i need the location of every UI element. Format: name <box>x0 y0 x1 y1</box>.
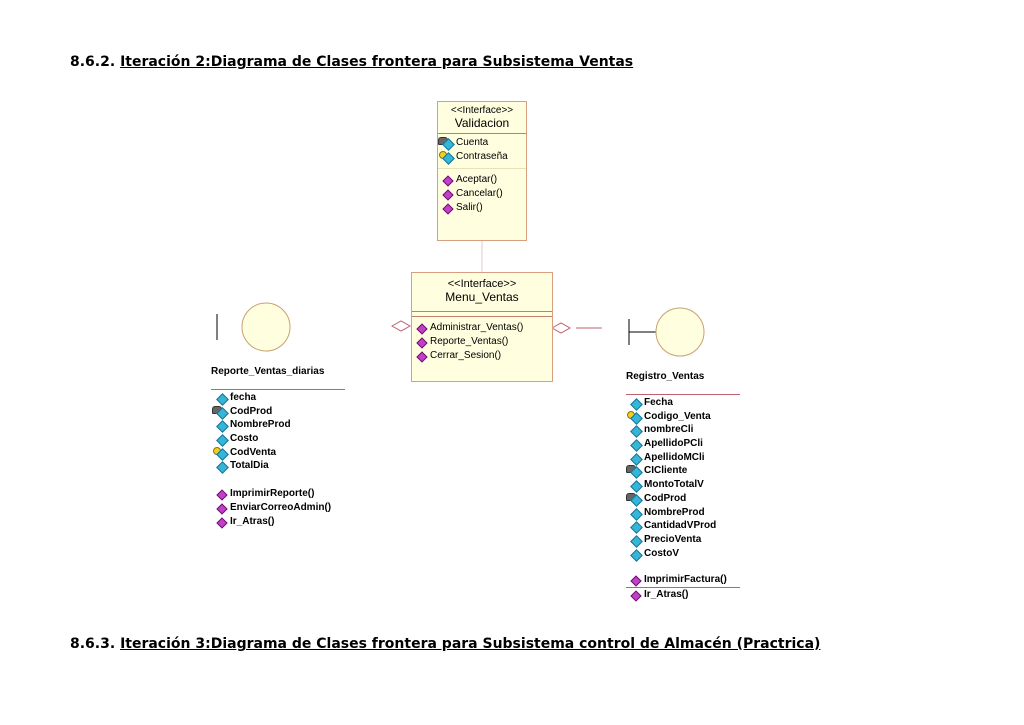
reporte-class-name: Reporte_Ventas_diarias <box>211 366 325 377</box>
registro-bottom-line <box>626 586 740 588</box>
attribute-row: CantidadVProd <box>626 519 740 535</box>
attribute-row: Costo <box>212 432 331 447</box>
registro-members: Fecha Codigo_Venta nombreCli ApellidoPCl… <box>626 396 740 602</box>
attribute-row: CICliente <box>626 464 740 480</box>
attribute-row: CodProd <box>626 492 740 507</box>
operation-row: Reporte_Ventas() <box>412 335 552 349</box>
attribute-icon <box>630 548 643 562</box>
operation-icon <box>416 351 428 363</box>
operation-row: Salir() <box>438 201 526 215</box>
reporte-boundary-icon <box>216 302 291 352</box>
attribute-row: Cuenta <box>438 136 526 151</box>
operation-icon <box>630 590 642 602</box>
operation-row: ImprimirReporte() <box>212 487 331 501</box>
attribute-row: nombreCli <box>626 423 740 439</box>
heading-title: Iteración 3:Diagrama de Clases frontera … <box>120 636 821 652</box>
attribute-row: NombreProd <box>212 418 331 434</box>
attribute-row: ApellidoPCli <box>626 437 740 452</box>
registro-separator <box>626 394 740 395</box>
registro-class-name: Registro_Ventas <box>626 371 705 382</box>
class-name: Menu_Ventas <box>445 290 519 304</box>
class-stereotype: <<Interface>> <box>450 105 514 116</box>
attribute-row: CodVenta <box>212 446 331 461</box>
class-stereotype: <<Interface>> <box>447 278 517 290</box>
operation-icon <box>416 337 428 349</box>
right-aggregation-diamond <box>550 322 572 334</box>
registro-boundary-icon <box>628 307 705 357</box>
attribute-row: Contraseña <box>438 150 526 165</box>
operation-row: Ir_Atras() <box>212 515 331 529</box>
operation-icon <box>442 175 454 187</box>
attribute-row: CodProd <box>212 405 331 420</box>
heading-title: Iteración 2:Diagrama de Clases frontera … <box>120 54 634 70</box>
section-heading-8-6-2: 8.6.2. Iteración 2:Diagrama de Clases fr… <box>70 54 633 70</box>
attribute-row: fecha <box>212 391 331 406</box>
attribute-row: TotalDia <box>212 459 331 475</box>
attribute-row: MontoTotalV <box>626 478 740 493</box>
operation-icon <box>416 323 428 335</box>
operation-icon <box>216 516 228 529</box>
operation-icon <box>216 503 228 515</box>
operation-icon <box>442 189 454 201</box>
class-name: Validacion <box>454 116 510 130</box>
operation-compartment: Administrar_Ventas() Reporte_Ventas() Ce… <box>412 316 552 367</box>
validacion-class: <<Interface>> Validacion Cuenta Contrase… <box>437 101 527 241</box>
heading-number: 8.6.2. <box>70 54 116 70</box>
attribute-row: ApellidoMCli <box>626 451 740 466</box>
reporte-members: fecha CodProd NombreProd Costo CodVenta … <box>212 391 331 529</box>
attribute-row: PrecioVenta <box>626 533 740 548</box>
operation-icon <box>630 575 642 587</box>
attribute-compartment: Cuenta Contraseña <box>438 133 526 168</box>
menu-ventas-class: <<Interface>> Menu_Ventas Administrar_Ve… <box>411 272 553 382</box>
operation-icon <box>442 203 454 215</box>
reporte-separator <box>211 389 345 390</box>
operation-row: Cancelar() <box>438 187 526 201</box>
attribute-compartment <box>412 311 552 316</box>
heading-number: 8.6.3. <box>70 636 116 652</box>
left-aggregation-diamond <box>390 320 412 332</box>
attribute-row: NombreProd <box>626 506 740 521</box>
operation-row: Cerrar_Sesion() <box>412 349 552 363</box>
section-heading-8-6-3: 8.6.3. Iteración 3:Diagrama de Clases fr… <box>70 636 820 652</box>
operation-row: Ir_Atras() <box>626 588 740 602</box>
attribute-row: CostoV <box>626 547 740 562</box>
attribute-row: Fecha <box>626 396 740 411</box>
operation-compartment: Aceptar() Cancelar() Salir() <box>438 168 526 219</box>
attribute-row: Codigo_Venta <box>626 410 740 425</box>
attribute-icon <box>216 461 229 475</box>
operation-row: EnviarCorreoAdmin() <box>212 501 331 515</box>
operation-row: Administrar_Ventas() <box>412 321 552 335</box>
operation-row: ImprimirFactura() <box>626 573 740 587</box>
operation-row: Aceptar() <box>438 173 526 187</box>
operation-icon <box>216 489 228 501</box>
